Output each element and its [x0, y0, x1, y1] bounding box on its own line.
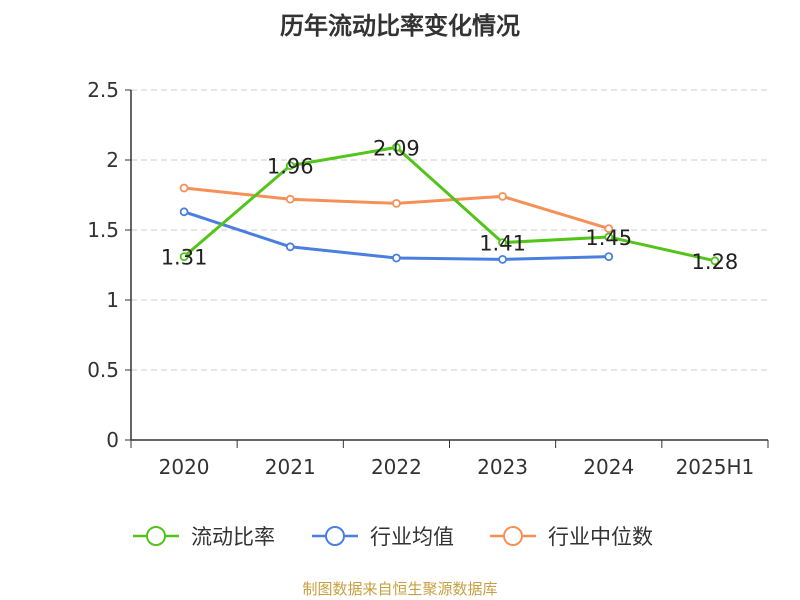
series-line-0 — [182, 145, 717, 263]
y-tick-label: 0 — [106, 428, 119, 452]
x-tick-label: 2021 — [265, 455, 316, 479]
legend-marker — [146, 526, 166, 546]
y-tick-label: 2.5 — [87, 78, 119, 102]
x-tick-label: 2020 — [159, 455, 210, 479]
series-layer — [179, 142, 720, 266]
data-point — [604, 224, 614, 234]
data-label: 1.28 — [692, 250, 739, 274]
data-point — [604, 252, 614, 262]
x-tick-label: 2023 — [477, 455, 528, 479]
legend-marker — [325, 526, 345, 546]
legend-item-0[interactable]: 流动比率 — [133, 525, 275, 549]
x-tick-label: 2025H1 — [676, 455, 755, 479]
x-tick-label: 2024 — [583, 455, 634, 479]
y-tick-label: 2 — [106, 148, 119, 172]
series-line-2 — [182, 186, 611, 231]
series-line-1 — [182, 210, 611, 261]
legend-label: 行业均值 — [370, 525, 454, 549]
legend-item-1[interactable]: 行业均值 — [312, 525, 454, 549]
chart-title: 历年流动比率变化情况 — [280, 12, 520, 40]
y-tick-label: 0.5 — [87, 358, 119, 382]
data-point — [392, 198, 401, 208]
data-label: 1.41 — [479, 232, 526, 256]
data-point — [604, 232, 614, 242]
grid-layer — [131, 89, 768, 371]
data-point — [392, 253, 401, 263]
y-tick-label: 1.5 — [87, 218, 119, 242]
data-point — [179, 252, 189, 262]
legend-marker — [503, 526, 523, 546]
legend-item-2[interactable]: 行业中位数 — [490, 525, 653, 549]
legend[interactable]: 流动比率 行业均值 行业中位数 — [133, 525, 653, 549]
data-point — [285, 194, 295, 204]
data-point — [498, 254, 507, 264]
source-note: 制图数据来自恒生聚源数据库 — [302, 580, 498, 598]
data-label: 1.45 — [585, 226, 632, 250]
data-label: 2.09 — [373, 136, 420, 160]
data-label: 1.31 — [161, 246, 208, 270]
data-point — [498, 191, 507, 201]
axis-layer: 0 0.5 1 1.5 2 2.5 2020 2021 2022 2023 2024 2025H1 — [87, 78, 769, 479]
data-point — [179, 183, 189, 193]
data-label-layer: 1.31 1.96 2.09 1.41 1.45 1.28 — [161, 136, 739, 273]
legend-label: 流动比率 — [191, 525, 275, 549]
legend-label: 行业中位数 — [548, 525, 653, 549]
data-point — [710, 256, 720, 266]
data-point — [179, 207, 189, 217]
data-point — [498, 238, 507, 248]
data-point — [285, 161, 295, 171]
x-tick-label: 2022 — [371, 455, 422, 479]
data-point — [285, 242, 295, 252]
y-tick-label: 1 — [106, 288, 119, 312]
data-point — [392, 142, 401, 152]
data-label: 1.96 — [267, 155, 314, 179]
